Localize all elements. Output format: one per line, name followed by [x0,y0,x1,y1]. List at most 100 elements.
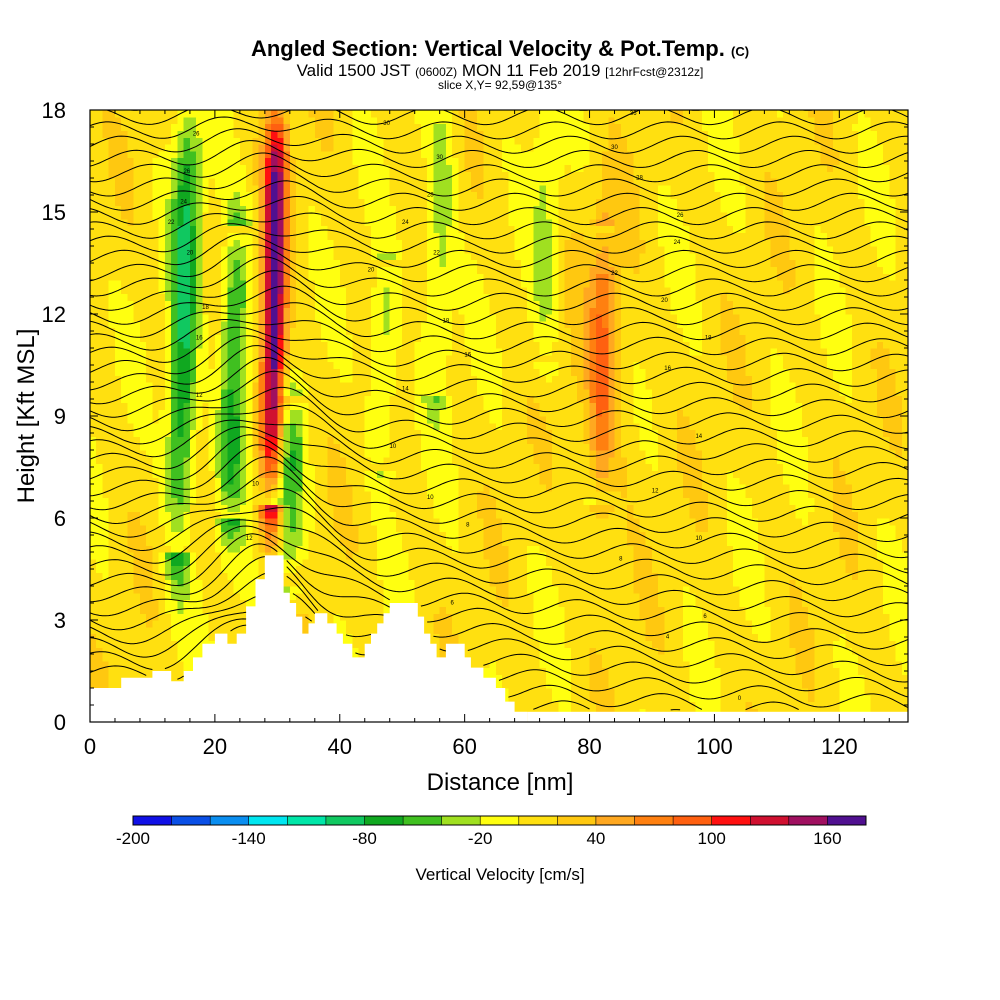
velocity-cell [414,341,422,349]
velocity-cell [133,286,141,295]
velocity-cell [252,416,260,424]
velocity-cell [302,409,310,417]
velocity-cell [371,450,378,458]
velocity-cell [258,456,266,465]
velocity-cell [146,266,153,274]
velocity-cell [239,606,247,614]
velocity-cell [296,497,303,505]
velocity-cell [327,450,335,458]
velocity-cell [321,314,328,322]
velocity-cell [408,368,416,376]
velocity-cell [389,123,397,131]
velocity-cell [158,484,166,492]
velocity-cell [146,110,153,118]
velocity-cell [289,436,297,444]
velocity-cell [196,171,203,179]
velocity-cell [102,674,110,682]
velocity-cell [352,259,360,267]
velocity-cell [108,647,116,655]
velocity-cell [183,184,191,193]
velocity-cell [371,144,378,152]
velocity-cell [177,450,185,458]
velocity-cell [158,334,166,342]
velocity-cell [121,572,128,580]
velocity-cell [133,382,141,390]
velocity-cell [271,266,278,274]
velocity-cell [358,538,366,546]
velocity-cell [140,314,147,322]
velocity-cell [396,184,403,193]
velocity-cell [90,164,97,172]
velocity-cell [108,137,116,145]
velocity-cell [96,450,103,458]
velocity-cell [115,293,122,301]
velocity-cell [96,198,103,206]
velocity-cell [408,456,416,465]
velocity-cell [277,164,285,172]
velocity-cell [177,273,185,281]
velocity-cell [296,422,303,431]
velocity-cell [271,225,278,233]
velocity-cell [364,565,372,573]
velocity-cell [108,654,116,662]
velocity-cell [383,178,391,186]
velocity-cell [296,198,303,206]
velocity-cell [158,341,166,349]
velocity-cell [414,524,422,533]
velocity-cell [158,280,166,288]
velocity-cell [115,538,122,546]
velocity-cell [164,266,172,274]
velocity-cell [196,205,203,213]
velocity-cell [221,524,228,533]
velocity-cell [127,429,135,437]
velocity-cell [208,511,216,519]
velocity-cell [271,341,278,349]
velocity-cell [177,633,185,641]
velocity-cell [408,443,416,451]
velocity-cell [321,388,328,397]
velocity-cell [402,558,409,567]
velocity-cell [164,613,172,621]
velocity-cell [227,436,235,444]
velocity-cell [164,558,172,567]
velocity-cell [321,504,328,512]
velocity-cell [252,470,260,478]
velocity-cell [239,626,247,635]
velocity-cell [296,531,303,539]
velocity-cell [427,463,434,471]
velocity-cell [408,579,416,587]
velocity-cell [90,375,97,383]
velocity-cell [333,218,341,227]
velocity-cell [339,477,347,485]
velocity-cell [352,327,360,335]
velocity-cell [264,259,272,267]
velocity-cell [346,565,353,573]
velocity-cell [302,320,310,329]
velocity-cell [358,511,366,519]
velocity-cell [383,436,391,444]
velocity-cell [396,586,403,594]
velocity-cell [152,429,160,437]
velocity-cell [233,157,241,165]
velocity-cell [183,620,191,628]
velocity-cell [127,382,135,390]
velocity-cell [283,130,291,138]
velocity-cell [258,375,266,383]
velocity-cell [189,490,197,499]
velocity-cell [127,334,135,342]
velocity-cell [227,110,235,118]
velocity-cell [308,538,316,546]
velocity-cell [289,150,297,159]
velocity-cell [227,164,235,172]
velocity-cell [296,205,303,213]
velocity-cell [289,524,297,533]
velocity-cell [239,266,247,274]
velocity-cell [389,450,397,458]
velocity-cell [208,409,216,417]
velocity-cell [364,416,372,424]
velocity-cell [264,314,272,322]
velocity-cell [233,484,241,492]
velocity-cell [239,490,247,499]
velocity-cell [171,654,178,662]
velocity-cell [252,300,260,308]
